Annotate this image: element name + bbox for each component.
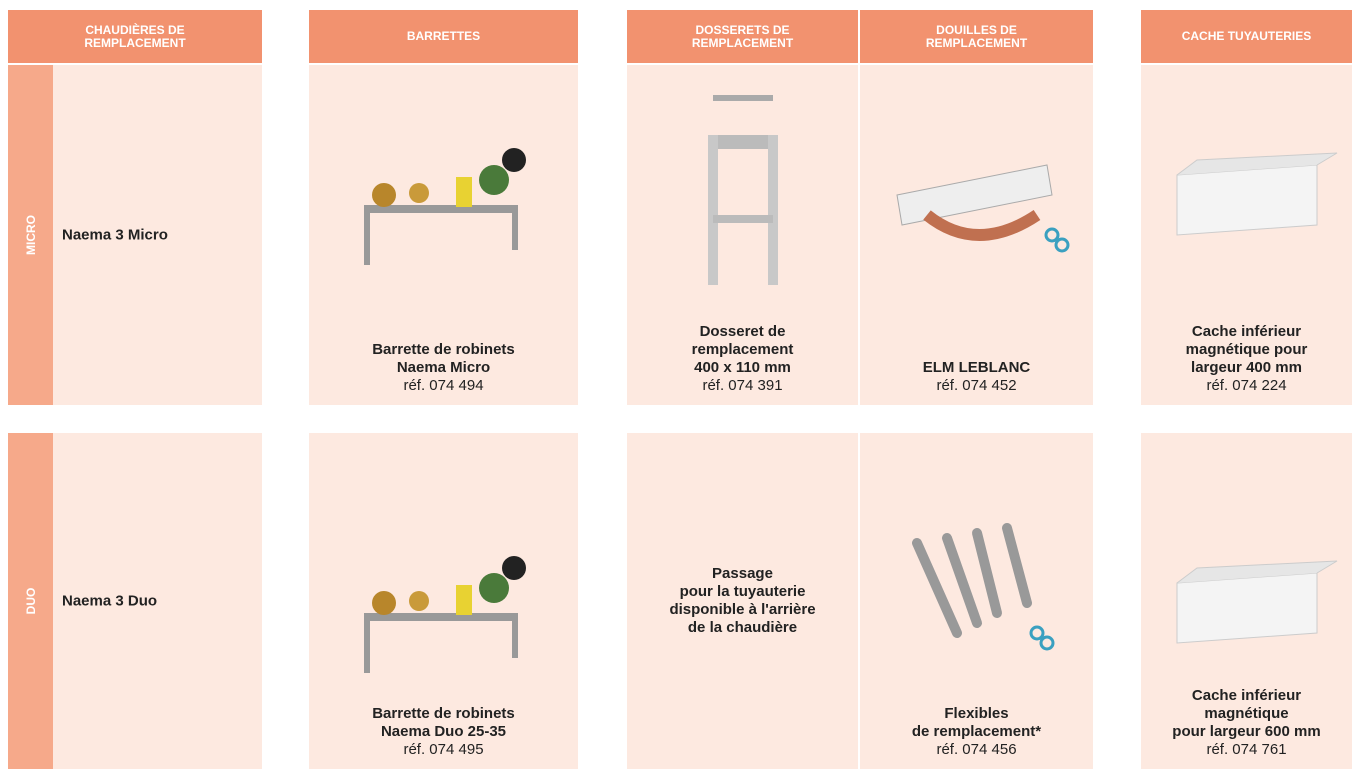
column-header: DOUILLES DE REMPLACEMENT <box>860 10 1093 63</box>
product-line: magnétique <box>1204 705 1289 722</box>
header-line: REMPLACEMENT <box>84 35 186 50</box>
product-cell: Cache inférieur magnétique pour largeur 60… <box>1141 433 1352 769</box>
product-ref: réf. 074 495 <box>403 741 484 758</box>
product-image <box>707 95 778 285</box>
product-line: 400 x 110 mm <box>694 359 791 376</box>
product-text: Cache inférieur magnétique pour largeur 60… <box>1141 687 1352 759</box>
column-header: BARRETTES <box>309 10 578 63</box>
row-name-cell: Naema 3 Duo <box>53 433 262 769</box>
product-line: remplacement <box>691 341 794 358</box>
product-cell: Passage pour la tuyauterie disponible à l'… <box>627 433 858 769</box>
product-image <box>911 523 1054 651</box>
product-cell: Dosseret de remplacement 400 x 110 mm réf. … <box>627 65 858 405</box>
product-line: Naema Micro <box>396 359 491 376</box>
header-line: CACHE TUYAUTERIES <box>1181 29 1312 43</box>
product-line: ELM LEBLANC <box>922 359 1031 376</box>
product-cell: ELM LEBLANC réf. 074 452 <box>860 65 1093 405</box>
row-label: DUO <box>23 587 38 615</box>
product-text: Barrette de robinets Naema Duo 25-35 réf. … <box>309 705 578 759</box>
product-line: Barrette de robinets <box>372 341 515 358</box>
product-cell: Barrette de robinets Naema Micro réf. 074 … <box>309 65 578 405</box>
product-image <box>1176 152 1337 236</box>
product-text: Barrette de robinets Naema Micro réf. 074 … <box>309 341 578 395</box>
column-header: CHAUDIÈRES DE REMPLACEMENT <box>8 10 262 63</box>
product-line: Cache inférieur <box>1191 323 1302 340</box>
product-line: de remplacement* <box>911 723 1042 740</box>
product-line: Cache inférieur <box>1191 687 1302 704</box>
product-image <box>363 556 526 673</box>
header-line: REMPLACEMENT <box>925 35 1028 50</box>
row-label-strip: DUO <box>8 433 53 769</box>
header-line: DOSSERETS DE <box>695 22 790 37</box>
product-line: magnétique pour <box>1185 341 1308 358</box>
row-label-strip: MICRO <box>8 65 53 405</box>
product-line: Naema Duo 25-35 <box>380 723 507 740</box>
header-line: BARRETTES <box>406 29 481 43</box>
product-ref: réf. 074 761 <box>1206 741 1287 758</box>
product-line: pour largeur 600 mm <box>1172 723 1321 740</box>
column-header: DOSSERETS DE REMPLACEMENT <box>627 10 858 63</box>
product-text: Flexibles de remplacement* réf. 074 456 <box>860 705 1093 759</box>
product-ref: réf. 074 494 <box>403 377 484 394</box>
product-ref: réf. 074 391 <box>702 377 783 394</box>
product-line: Barrette de robinets <box>372 705 515 722</box>
row-name: Naema 3 Micro <box>62 226 168 244</box>
product-line: de la chaudière <box>687 619 798 636</box>
product-ref: réf. 074 456 <box>936 741 1017 758</box>
product-line: pour la tuyauterie <box>679 583 806 600</box>
header-line: REMPLACEMENT <box>691 35 794 50</box>
product-image <box>895 164 1069 253</box>
row-name-cell: Naema 3 Micro <box>53 65 262 405</box>
row-label: MICRO <box>23 215 38 255</box>
product-text: Dosseret de remplacement 400 x 110 mm réf. … <box>627 323 858 395</box>
header-line: DOUILLES DE <box>936 22 1017 37</box>
product-image <box>363 148 526 265</box>
product-image <box>1176 560 1337 644</box>
product-line: largeur 400 mm <box>1191 359 1302 376</box>
product-text: Passage pour la tuyauterie disponible à l'… <box>627 565 858 637</box>
product-line: Flexibles <box>944 705 1009 722</box>
product-cell: Flexibles de remplacement* réf. 074 456 <box>860 433 1093 769</box>
product-line: disponible à l'arrière <box>669 601 816 618</box>
column-header: CACHE TUYAUTERIES <box>1141 10 1352 63</box>
product-ref: réf. 074 224 <box>1206 377 1287 394</box>
product-cell: Cache inférieur magnétique pour largeur 40… <box>1141 65 1352 405</box>
header-line: CHAUDIÈRES DE <box>85 22 185 37</box>
product-text: ELM LEBLANC réf. 074 452 <box>860 359 1093 395</box>
product-text: Cache inférieur magnétique pour largeur 40… <box>1141 323 1352 395</box>
row-name: Naema 3 Duo <box>62 592 158 610</box>
product-line: Passage <box>712 565 773 582</box>
product-ref: réf. 074 452 <box>936 377 1017 394</box>
product-line: Dosseret de <box>699 323 786 340</box>
product-cell: Barrette de robinets Naema Duo 25-35 réf. … <box>309 433 578 769</box>
